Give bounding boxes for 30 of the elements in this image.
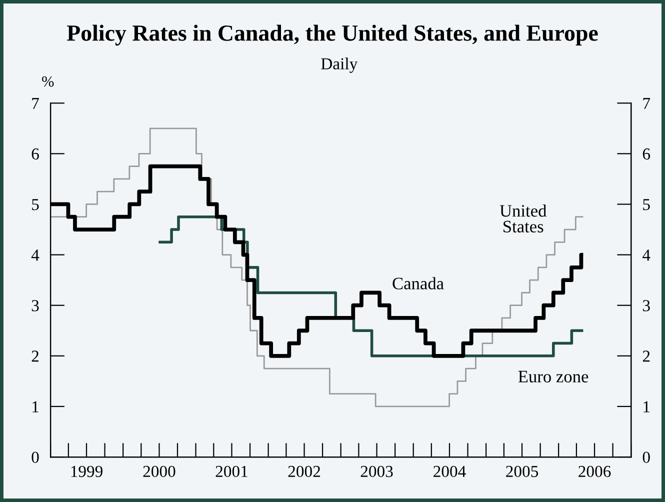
x-tick-label: 2002 — [288, 466, 320, 478]
series-label: Euro zone — [518, 370, 588, 382]
x-tick-label: 2003 — [360, 466, 393, 478]
y-tick-label: 6 — [32, 148, 39, 160]
y2-tick-label: 7 — [643, 98, 650, 109]
y2-tick-label: 1 — [644, 401, 650, 412]
chart-subtitle: Daily — [321, 58, 358, 73]
x-tick-label: 2006 — [578, 466, 611, 478]
y-tick-label: 0 — [32, 452, 39, 463]
y2-tick-label: 3 — [642, 300, 650, 312]
x-tick-label: 2004 — [434, 466, 466, 478]
x-tick-label: 2005 — [506, 466, 538, 478]
chart-title: Policy Rates in Canada, the United States, and Europe — [66, 24, 598, 46]
x-tick-label: 1999 — [71, 466, 102, 478]
series-label: United States — [500, 204, 547, 232]
y2-tick-label: 4 — [642, 250, 650, 261]
y-tick-label: 1 — [32, 401, 38, 412]
y-tick-label: 3 — [32, 300, 39, 312]
y2-tick-label: 6 — [642, 148, 650, 160]
y2-tick-label: 0 — [642, 452, 650, 463]
y-tick-label: 5 — [32, 199, 39, 210]
y2-tick-label: 5 — [643, 199, 650, 210]
x-tick-label: 2000 — [143, 466, 176, 478]
y-tick-label: 4 — [31, 250, 40, 261]
y-tick-label: 2 — [32, 350, 39, 362]
x-tick-label: 2001 — [216, 466, 248, 478]
y2-tick-label: 2 — [642, 350, 650, 362]
y-axis-title: % — [42, 76, 54, 87]
series-label: Canada — [392, 277, 444, 290]
y-tick-label: 7 — [32, 98, 39, 109]
